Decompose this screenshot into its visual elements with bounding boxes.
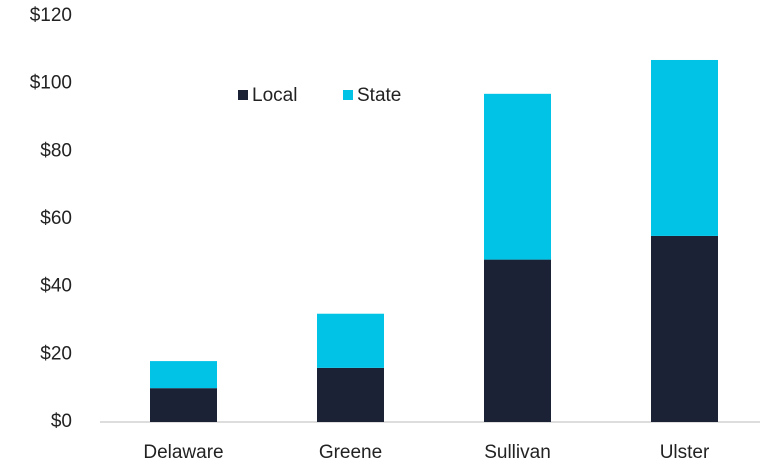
bar-segment	[150, 361, 217, 389]
y-tick-label: $40	[40, 276, 72, 297]
x-tick-label: Ulster	[660, 442, 710, 463]
legend-swatch	[343, 90, 353, 100]
x-tick-label: Delaware	[143, 442, 223, 463]
bar-segment	[317, 313, 384, 368]
bar-segment	[484, 259, 551, 422]
bar-segment	[484, 93, 551, 260]
y-tick-label: $80	[40, 140, 72, 161]
x-tick-label: Greene	[319, 442, 382, 463]
bar-segment	[317, 367, 384, 422]
y-tick-label: $120	[30, 5, 72, 26]
bar-segment	[651, 235, 718, 422]
legend-swatch	[238, 90, 248, 100]
y-tick-label: $0	[51, 411, 72, 432]
y-tick-label: $60	[40, 208, 72, 229]
y-tick-label: $100	[30, 73, 72, 94]
legend-label: Local	[252, 85, 297, 106]
bar-segment	[150, 388, 217, 422]
legend-label: State	[357, 85, 401, 106]
x-tick-label: Sullivan	[484, 442, 551, 463]
y-tick-label: $20	[40, 343, 72, 364]
bar-segment	[651, 59, 718, 236]
